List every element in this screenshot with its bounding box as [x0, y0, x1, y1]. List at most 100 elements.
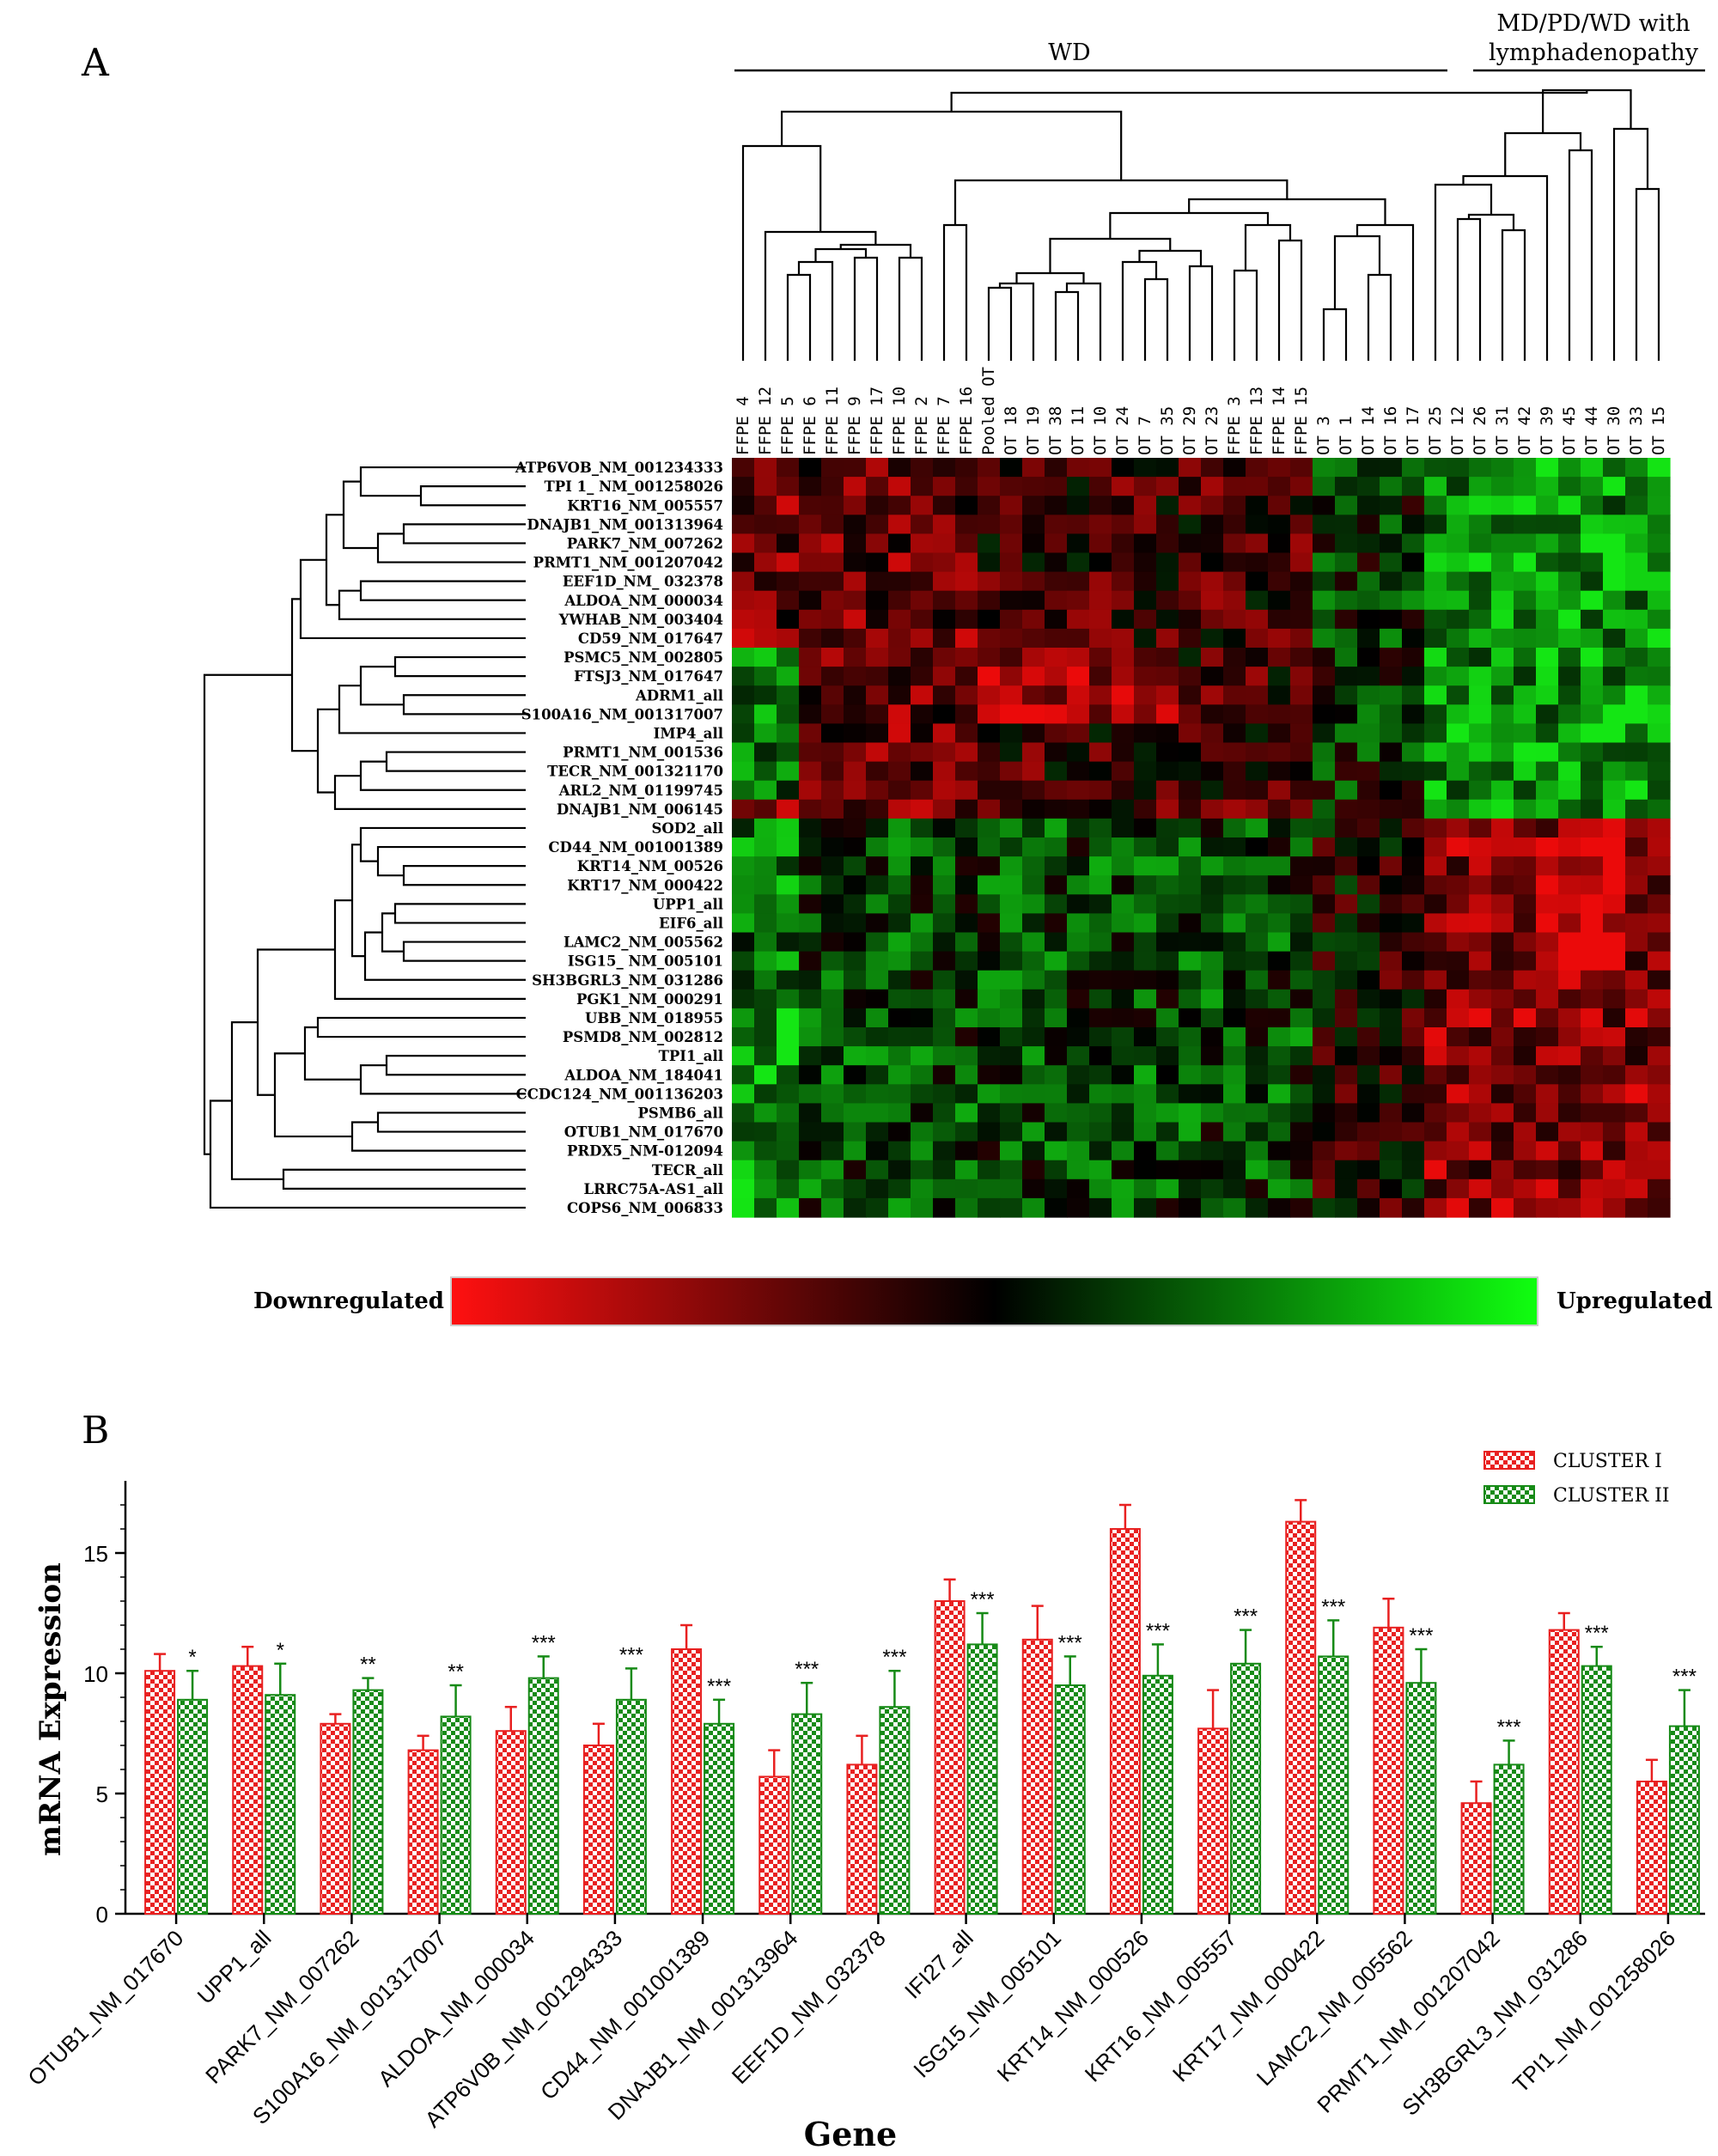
heatmap-cell [777, 989, 800, 1009]
heatmap-cell [978, 1103, 1001, 1124]
heatmap-cell [1112, 1160, 1135, 1180]
heatmap-cell [1469, 1027, 1492, 1047]
heatmap-cell [1022, 818, 1045, 838]
heatmap-cell [1089, 799, 1112, 819]
row-dendrogram-link [256, 948, 335, 1096]
heatmap-cell [1514, 1027, 1537, 1047]
heatmap-cell [1514, 875, 1537, 895]
heatmap-cell [888, 1197, 911, 1218]
heatmap-cell [1268, 1122, 1291, 1142]
heatmap-cell [732, 533, 755, 554]
heatmap-cell [1380, 818, 1403, 838]
heatmap-cell [1648, 1065, 1671, 1085]
heatmap-cell [1112, 818, 1135, 838]
heatmap-cell [1514, 552, 1537, 573]
heatmap-cell [933, 894, 956, 914]
heatmap-cell [1246, 667, 1269, 686]
legend-swatch [1483, 1485, 1535, 1504]
heatmap-cell [1089, 685, 1112, 705]
heatmap-cell [1067, 628, 1090, 649]
heatmap-cell [888, 1122, 911, 1142]
heatmap-cell [866, 628, 889, 649]
row-dendrogram-link [402, 941, 526, 962]
heatmap-cell [1603, 742, 1626, 763]
heatmap-cell [1514, 742, 1537, 763]
heatmap-cell [1112, 704, 1135, 724]
heatmap-cell [1469, 1065, 1492, 1085]
heatmap-cell [1112, 609, 1135, 630]
heatmap-cell [1045, 571, 1068, 592]
heatmap-cell [754, 780, 777, 801]
heatmap-cell [1290, 1160, 1313, 1180]
heatmap-cell [1357, 1046, 1380, 1066]
heatmap-cell [1536, 628, 1559, 649]
heatmap-cell [821, 875, 844, 895]
column-dendrogram-link [1434, 183, 1493, 361]
heatmap-cell [978, 894, 1001, 914]
heatmap-cell [1625, 1122, 1648, 1142]
heatmap-cell [955, 458, 978, 478]
heatmap-cell [888, 799, 911, 819]
column-label: FFPE 7 [935, 396, 953, 455]
row-dendrogram-link [359, 580, 526, 601]
heatmap-cell [1402, 1027, 1425, 1047]
heatmap-cell [1156, 1141, 1179, 1161]
heatmap-cell [1134, 1065, 1157, 1085]
heatmap-cell [933, 1065, 956, 1085]
column-label: OT 33 [1627, 406, 1646, 455]
heatmap-cell [1424, 458, 1447, 478]
heatmap-cell [888, 856, 911, 876]
heatmap-cell [1558, 837, 1581, 857]
heatmap-cell [1625, 648, 1648, 667]
heatmap-cell [1313, 533, 1336, 554]
heatmap-cell [1603, 951, 1626, 971]
wd-group-label: WD [1048, 40, 1090, 66]
heatmap-cell [777, 515, 800, 534]
heatmap-cell [1447, 799, 1470, 819]
heatmap-cell [1000, 856, 1023, 876]
heatmap-cell [799, 685, 822, 705]
heatmap-cell [1201, 894, 1224, 914]
heatmap-cell [1402, 552, 1425, 573]
heatmap-cell [1469, 799, 1492, 819]
heatmap-cell [1268, 913, 1291, 934]
heatmap-cell [777, 1122, 800, 1142]
heatmap-cell [1558, 477, 1581, 496]
heatmap-cell [955, 590, 978, 611]
column-label: OT 18 [1002, 406, 1020, 455]
heatmap-cell [1246, 496, 1269, 515]
heatmap-cell [799, 818, 822, 838]
heatmap-cell [1201, 1141, 1224, 1161]
heatmap-cell [1469, 932, 1492, 953]
heatmap-cell [1268, 1084, 1291, 1104]
heatmap-cell [1223, 1122, 1246, 1142]
row-dendrogram-link [203, 673, 292, 1155]
heatmap-cell [1648, 913, 1671, 934]
heatmap-cell [1603, 1103, 1626, 1124]
heatmap-cell [1112, 1008, 1135, 1028]
heatmap-cell [1648, 496, 1671, 515]
heatmap-cell [955, 1103, 978, 1124]
heatmap-cell [911, 1160, 934, 1180]
heatmap-cell [1536, 533, 1559, 554]
heatmap-cell [1000, 875, 1023, 895]
heatmap-cell [1357, 515, 1380, 534]
heatmap-cell [1045, 496, 1068, 515]
heatmap-cell [1447, 515, 1470, 534]
heatmap-cell [1424, 1065, 1447, 1085]
heatmap-cell [1223, 913, 1246, 934]
heatmap-cell [777, 1065, 800, 1085]
heatmap-cell [911, 913, 934, 934]
heatmap-cell [1603, 458, 1626, 478]
heatmap-cell [1558, 1084, 1581, 1104]
heatmap-cell [1246, 1122, 1269, 1142]
heatmap-cell [1134, 667, 1157, 686]
heatmap-cell [732, 932, 755, 953]
heatmap-cell [1201, 951, 1224, 971]
heatmap-cell [1000, 951, 1023, 971]
heatmap-cell [1290, 685, 1313, 705]
heatmap-cell [1022, 628, 1045, 649]
heatmap-cell [1536, 458, 1559, 478]
heatmap-cell [955, 742, 978, 763]
heatmap-cell [1268, 989, 1291, 1009]
